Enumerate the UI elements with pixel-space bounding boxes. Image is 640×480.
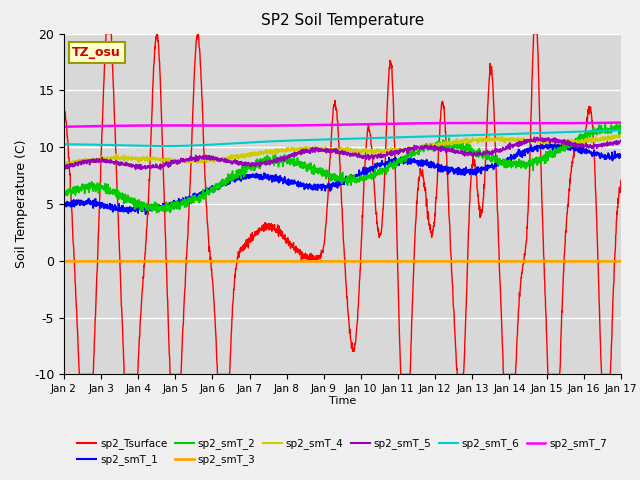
sp2_Tsurface — [601, 372, 609, 377]
sp2_smT_2 — [601, 121, 609, 127]
sp2_smT_5 — [531, 134, 538, 140]
sp2_smT_3 — [316, 259, 324, 264]
sp2_Tsurface — [332, 99, 339, 105]
sp2_smT_6 — [601, 128, 609, 133]
sp2_smT_6 — [316, 137, 324, 143]
sp2_smT_4 — [331, 147, 339, 153]
Line: sp2_smT_6: sp2_smT_6 — [64, 130, 621, 146]
sp2_smT_7 — [600, 120, 608, 126]
sp2_smT_5 — [60, 166, 68, 171]
sp2_smT_6 — [617, 127, 625, 133]
sp2_smT_7 — [601, 120, 609, 126]
Line: sp2_smT_5: sp2_smT_5 — [64, 137, 621, 169]
sp2_smT_5 — [617, 138, 625, 144]
sp2_smT_2 — [601, 126, 609, 132]
sp2_smT_5 — [601, 142, 609, 147]
sp2_smT_3 — [60, 259, 68, 264]
sp2_smT_4 — [60, 160, 68, 166]
sp2_smT_2 — [617, 125, 625, 131]
sp2_smT_6 — [499, 132, 506, 137]
sp2_smT_1 — [602, 153, 609, 158]
sp2_smT_4 — [89, 156, 97, 162]
sp2_smT_1 — [499, 159, 506, 165]
sp2_smT_4 — [499, 137, 506, 143]
sp2_smT_6 — [601, 128, 609, 133]
sp2_smT_7 — [331, 122, 339, 128]
sp2_smT_2 — [60, 194, 68, 200]
sp2_smT_6 — [331, 136, 339, 142]
sp2_smT_1 — [142, 211, 150, 217]
sp2_smT_2 — [153, 210, 161, 216]
sp2_smT_2 — [316, 165, 324, 171]
sp2_smT_6 — [60, 141, 68, 147]
sp2_smT_2 — [331, 178, 339, 184]
sp2_smT_1 — [88, 200, 96, 206]
sp2_smT_4 — [601, 134, 609, 140]
sp2_smT_1 — [331, 181, 339, 187]
Y-axis label: Soil Temperature (C): Soil Temperature (C) — [15, 140, 28, 268]
sp2_smT_7 — [88, 123, 96, 129]
sp2_smT_1 — [316, 182, 324, 188]
sp2_smT_1 — [601, 152, 609, 157]
sp2_smT_5 — [499, 145, 506, 151]
Line: sp2_smT_1: sp2_smT_1 — [64, 143, 621, 214]
sp2_smT_2 — [602, 130, 609, 136]
Legend: sp2_Tsurface, sp2_smT_1, sp2_smT_2, sp2_smT_3, sp2_smT_4, sp2_smT_5, sp2_smT_6, : sp2_Tsurface, sp2_smT_1, sp2_smT_2, sp2_… — [73, 434, 612, 469]
sp2_smT_5 — [157, 167, 164, 172]
sp2_smT_4 — [610, 132, 618, 138]
sp2_smT_3 — [88, 259, 96, 264]
Text: TZ_osu: TZ_osu — [72, 46, 121, 59]
sp2_Tsurface — [89, 372, 97, 377]
Line: sp2_smT_7: sp2_smT_7 — [64, 122, 621, 127]
sp2_smT_1 — [60, 201, 68, 207]
sp2_smT_4 — [316, 146, 324, 152]
sp2_smT_7 — [499, 120, 506, 126]
sp2_smT_2 — [499, 160, 506, 166]
sp2_smT_5 — [88, 157, 96, 163]
sp2_smT_7 — [60, 124, 68, 130]
Line: sp2_smT_2: sp2_smT_2 — [64, 124, 621, 213]
Line: sp2_Tsurface: sp2_Tsurface — [64, 34, 621, 374]
Line: sp2_smT_4: sp2_smT_4 — [64, 135, 621, 166]
sp2_smT_5 — [602, 141, 609, 146]
sp2_smT_3 — [331, 259, 339, 264]
sp2_smT_4 — [601, 136, 609, 142]
sp2_Tsurface — [317, 255, 324, 261]
Title: SP2 Soil Temperature: SP2 Soil Temperature — [260, 13, 424, 28]
sp2_Tsurface — [60, 111, 68, 117]
sp2_Tsurface — [499, 355, 507, 361]
sp2_smT_7 — [316, 122, 324, 128]
sp2_smT_2 — [88, 181, 96, 187]
sp2_Tsurface — [617, 178, 625, 183]
sp2_smT_3 — [601, 259, 609, 264]
sp2_smT_4 — [67, 163, 74, 168]
sp2_Tsurface — [102, 31, 110, 36]
sp2_smT_3 — [600, 259, 608, 264]
sp2_Tsurface — [602, 372, 609, 377]
X-axis label: Time: Time — [329, 396, 356, 406]
sp2_smT_3 — [617, 259, 625, 264]
sp2_smT_6 — [88, 142, 96, 147]
sp2_smT_1 — [617, 152, 625, 158]
sp2_Tsurface — [76, 372, 83, 377]
sp2_smT_1 — [547, 140, 554, 145]
sp2_smT_5 — [331, 148, 339, 154]
sp2_smT_6 — [159, 143, 166, 149]
sp2_smT_7 — [617, 120, 625, 125]
sp2_smT_3 — [499, 259, 506, 264]
sp2_smT_4 — [617, 133, 625, 139]
sp2_smT_5 — [316, 148, 324, 154]
